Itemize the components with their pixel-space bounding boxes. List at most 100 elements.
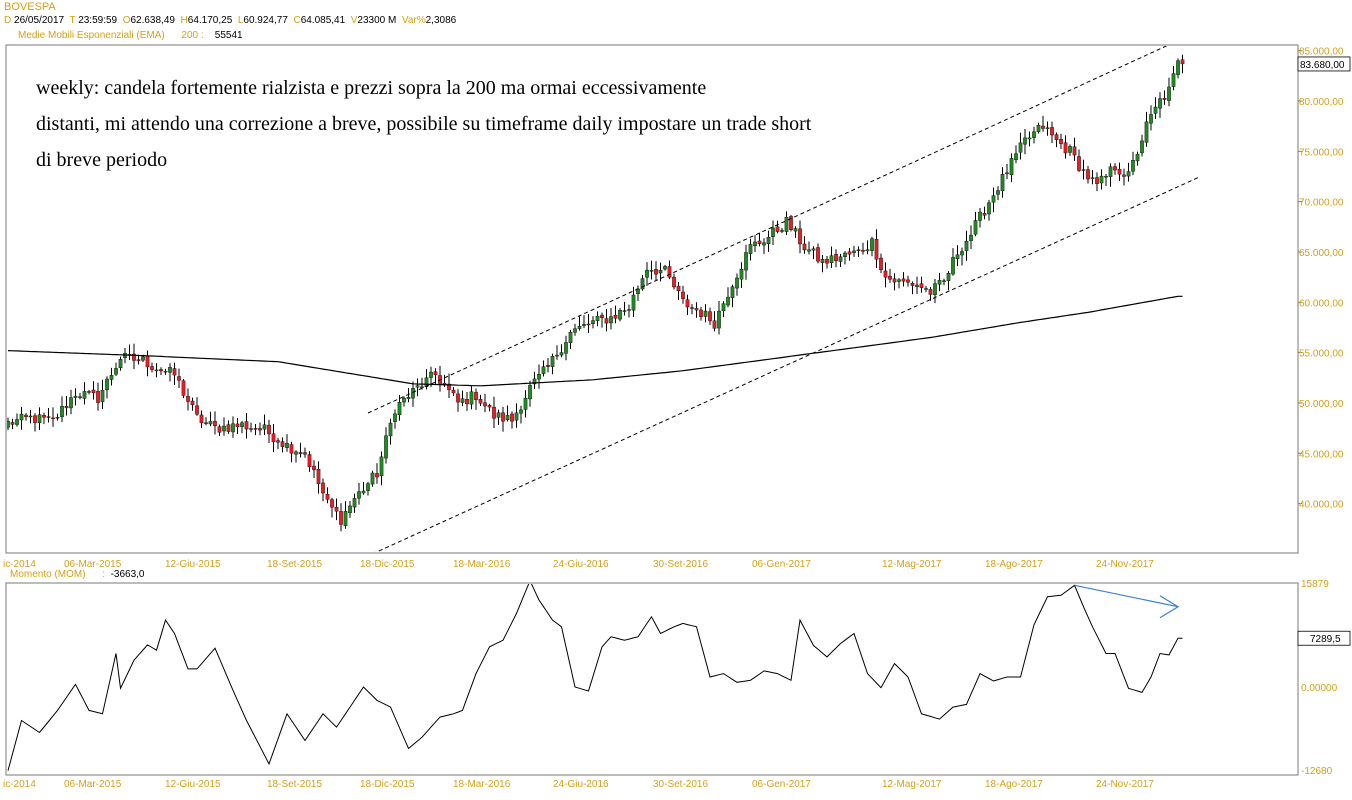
volume-value: 23300 M — [357, 15, 397, 26]
last-momentum-label: 7289,5 — [1310, 634, 1341, 645]
candle-down — [712, 320, 717, 329]
candle-up — [564, 342, 568, 354]
ema-value: 55541 — [214, 30, 243, 41]
price-x-axis-label: 24-Giu-2016 — [553, 559, 609, 570]
candle-up — [735, 277, 739, 289]
candle-up — [118, 359, 123, 369]
candle-down — [280, 441, 285, 447]
candle-down — [546, 365, 550, 367]
candle-down — [456, 393, 460, 403]
momentum-x-axis-label: 06-Gen-2017 — [752, 779, 811, 790]
candle-down — [1041, 125, 1045, 129]
candle-up — [631, 294, 636, 311]
ema-legend: Medie Mobili Esponenziali (EMA) 200 : 55… — [18, 30, 243, 41]
symbol-title: BOVESPA — [4, 1, 56, 13]
candle-up — [100, 390, 105, 402]
candle-down — [226, 424, 231, 432]
momentum-x-axis-label: 18-Mar-2016 — [453, 779, 511, 790]
price-axis-label: 75.000,00 — [1299, 147, 1344, 158]
candle-down — [132, 353, 136, 361]
candle-up — [361, 490, 366, 494]
price-x-axis-label: 24-Nov-2017 — [1096, 559, 1154, 570]
momentum-x-axis-label: 30-Set-2016 — [653, 779, 708, 790]
last-momentum-box — [1297, 630, 1351, 646]
momentum-label: Momento (MOM) — [10, 569, 86, 580]
candle-up — [820, 259, 825, 263]
momentum-axis-label: 15879 — [1301, 579, 1329, 590]
momentum-x-axis-label: 24-Nov-2017 — [1096, 779, 1154, 790]
momentum-legend: Momento (MOM) : -3663,0 — [10, 569, 145, 580]
candle-up — [262, 424, 267, 430]
candle-down — [172, 368, 177, 376]
candle-up — [838, 256, 843, 262]
candle-up — [397, 402, 402, 416]
candle-down — [919, 283, 924, 288]
candle-up — [766, 237, 771, 244]
candle-up — [852, 250, 856, 253]
candle-up — [753, 241, 757, 247]
candle-up — [1000, 173, 1005, 192]
candle-down — [1180, 59, 1185, 65]
candle-up — [627, 309, 631, 311]
candle-up — [19, 413, 24, 421]
candle-up — [717, 310, 721, 329]
candle-up — [568, 331, 573, 343]
candle-down — [474, 392, 478, 401]
candle-down — [478, 399, 483, 404]
candle-down — [1095, 177, 1099, 184]
candle-down — [24, 414, 28, 418]
candle-up — [402, 397, 406, 403]
candle-up — [541, 366, 546, 374]
candle-up — [82, 391, 87, 399]
candle-up — [780, 230, 784, 232]
candle-down — [420, 386, 424, 388]
candle-down — [235, 423, 240, 428]
price-x-axis-label: 12-Giu-2015 — [165, 559, 221, 570]
price-x-axis-label: 06-Mar-2015 — [64, 559, 122, 570]
candle-up — [1027, 137, 1032, 140]
candle-down — [604, 318, 609, 324]
candle-down — [600, 314, 604, 318]
candle-up — [1090, 177, 1095, 179]
candle-down — [10, 422, 15, 425]
price-x-axis-label: 06-Gen-2017 — [752, 559, 811, 570]
candle-up — [726, 296, 730, 306]
candle-up — [955, 254, 960, 259]
candle-down — [330, 499, 334, 508]
price-axis-label: 65.000,00 — [1299, 248, 1344, 259]
candle-down — [1063, 142, 1068, 154]
candle-down — [244, 421, 249, 430]
candle-down — [613, 314, 618, 319]
candle-down — [847, 251, 852, 255]
candle-up — [582, 324, 586, 326]
candle-up — [843, 252, 847, 258]
candle-down — [298, 452, 303, 455]
channel-upper-line — [367, 46, 1168, 414]
candle-down — [96, 391, 100, 403]
ema-period: 200 — [181, 30, 199, 41]
close-value: 64.085,41 — [300, 15, 346, 26]
candle-down — [334, 507, 339, 512]
candle-down — [42, 414, 46, 418]
candle-up — [1081, 169, 1086, 171]
candle-down — [433, 371, 438, 376]
candle-down — [928, 289, 933, 295]
candle-up — [1144, 121, 1149, 143]
candle-up — [15, 419, 19, 425]
candle-down — [816, 247, 820, 262]
candle-down — [685, 299, 690, 308]
candle-down — [699, 309, 703, 317]
candle-down — [654, 269, 658, 275]
candle-up — [793, 228, 798, 232]
momentum-x-axis-label: ic-2014 — [3, 779, 36, 790]
candle-down — [271, 433, 276, 443]
candle-up — [208, 421, 213, 425]
open-label: O — [122, 15, 131, 26]
candle-down — [303, 452, 307, 455]
candle-up — [1135, 153, 1140, 162]
momentum-plot-frame — [5, 582, 1299, 776]
candle-down — [307, 454, 312, 467]
candle-up — [960, 251, 964, 256]
candle-up — [964, 240, 969, 251]
